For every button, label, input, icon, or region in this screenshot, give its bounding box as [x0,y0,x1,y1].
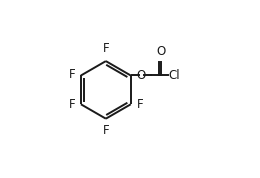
Text: O: O [157,45,166,58]
Text: F: F [102,124,109,137]
Text: Cl: Cl [169,69,180,82]
Text: O: O [137,69,146,82]
Text: F: F [69,68,75,81]
Text: F: F [136,98,143,111]
Text: F: F [102,42,109,55]
Text: F: F [69,98,75,111]
